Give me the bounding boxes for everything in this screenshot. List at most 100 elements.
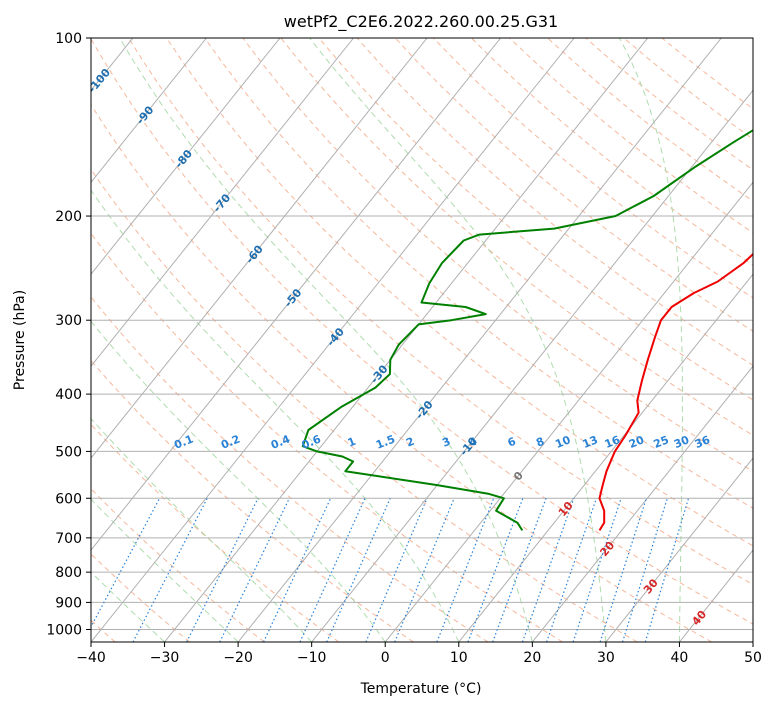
isotherm-gridline (752, 641, 753, 642)
mixing-ratio-line (546, 498, 598, 642)
y-tick-label: 900 (55, 595, 82, 611)
dry-adiabat (91, 232, 563, 642)
mixing-ratio-label: 1.5 (374, 432, 397, 451)
mixing-ratio-line (492, 498, 547, 642)
isotherm-label: -10 (457, 434, 480, 458)
mixing-ratio-line (644, 498, 690, 642)
moist-adiabat (119, 38, 533, 642)
dry-adiabat (318, 38, 753, 401)
isotherm-gridline (91, 38, 354, 367)
mixing-ratio-line (91, 497, 161, 628)
dry-adiabat (128, 38, 753, 586)
dry-adiabat (471, 38, 753, 266)
adiabat-label: 20 (598, 539, 618, 559)
isotherm-gridline (458, 273, 753, 642)
isotherm-label: -100 (85, 66, 113, 96)
isotherm-gridline (91, 38, 428, 459)
isotherm-gridline (384, 181, 753, 642)
x-tick-label: 40 (671, 650, 689, 666)
mixing-ratio-label: 0.1 (172, 432, 195, 451)
mixing-ratio-label: 30 (672, 433, 691, 451)
mixing-ratio-line (572, 498, 622, 642)
y-axis-label: Pressure (hPa) (12, 290, 28, 390)
dry-adiabat (91, 359, 414, 642)
x-tick-label: −10 (297, 650, 327, 666)
dewpoint-line (301, 129, 753, 531)
y-tick-label: 1000 (46, 622, 82, 638)
mixing-ratio-line (262, 497, 332, 642)
mixing-ratio-line (219, 497, 290, 642)
mixing-ratio-line (186, 497, 259, 642)
isotherm-gridline (91, 38, 207, 184)
mixing-ratio-label: 36 (693, 433, 712, 451)
mixing-ratio-line (365, 498, 428, 642)
moist-adiabat (91, 320, 386, 642)
isotherm-label: -60 (243, 242, 266, 266)
x-tick-label: 0 (381, 650, 390, 666)
x-tick-label: 50 (744, 650, 762, 666)
isotherm-gridline (605, 457, 753, 642)
x-tick-label: 10 (450, 650, 468, 666)
isotherm-label: -50 (282, 286, 305, 310)
mixing-ratio-line (394, 498, 455, 642)
isotherm-gridline (679, 549, 753, 642)
isotherm-gridline (91, 38, 281, 276)
y-tick-label: 400 (55, 387, 82, 403)
dry-adiabat (91, 38, 753, 625)
mixing-ratio-label: 16 (603, 433, 622, 451)
x-tick-label: −30 (150, 650, 180, 666)
x-tick-label: 20 (523, 650, 541, 666)
moist-adiabat (91, 417, 313, 642)
isotherm-gridline (164, 38, 649, 642)
x-tick-label: 30 (597, 650, 615, 666)
mixing-ratio-label: 1 (346, 435, 358, 450)
isotherm-label: -20 (413, 398, 436, 422)
adiabat-label: 40 (689, 608, 709, 628)
y-tick-label: 600 (55, 491, 82, 507)
mixing-ratio-label: 6 (506, 435, 518, 450)
y-tick-label: 200 (55, 209, 82, 225)
x-tick-label: −40 (76, 650, 106, 666)
mixing-ratio-label: 2 (404, 435, 416, 450)
mixing-ratio-label: 20 (627, 433, 646, 451)
dry-adiabat (242, 38, 753, 472)
mixing-ratio-label: 0.2 (219, 432, 242, 451)
y-tick-label: 100 (55, 31, 82, 47)
adiabat-label: 30 (641, 576, 661, 596)
mixing-ratio-label: 8 (534, 435, 546, 450)
y-tick-label: 800 (55, 565, 82, 581)
temperature-line (598, 252, 753, 531)
mixing-ratio-line (521, 498, 575, 642)
x-tick-label: −20 (223, 650, 253, 666)
mixing-ratio-line (467, 498, 524, 642)
dry-adiabat (91, 553, 191, 642)
mixing-ratio-line (599, 498, 647, 642)
dry-adiabat (91, 168, 638, 642)
isotherm-gridline (311, 89, 753, 642)
dry-adiabat (509, 38, 753, 234)
mixing-ratio-line (621, 498, 668, 642)
isotherm-label: -90 (134, 103, 157, 127)
isotherm-gridline (91, 38, 575, 642)
mixing-ratio-label: 10 (553, 433, 572, 451)
isotherm-gridline (0, 38, 59, 642)
dry-adiabat (91, 488, 265, 642)
mixing-ratio-line (436, 498, 495, 642)
isotherm-label: -80 (172, 147, 195, 171)
y-tick-label: 500 (55, 444, 82, 460)
plot-frame (90, 37, 754, 643)
y-tick-label: 300 (55, 313, 82, 329)
isotherm-gridline (91, 38, 502, 551)
mixing-ratio-label: 13 (581, 433, 600, 451)
dry-adiabat (91, 423, 340, 642)
isotherm-gridline (531, 365, 753, 642)
axis-ticks: −40 −30 −20 −10 0 10 20 30 40 5010020030040050060… (46, 31, 762, 666)
mixing-ratio-label: 0.4 (269, 432, 292, 451)
dry-adiabat (166, 38, 753, 547)
moist-adiabat (91, 571, 165, 642)
dry-adiabat (394, 38, 753, 332)
dry-adiabat (204, 38, 753, 509)
x-axis-label: Temperature (°C) (360, 681, 482, 697)
dry-adiabat (547, 38, 753, 202)
